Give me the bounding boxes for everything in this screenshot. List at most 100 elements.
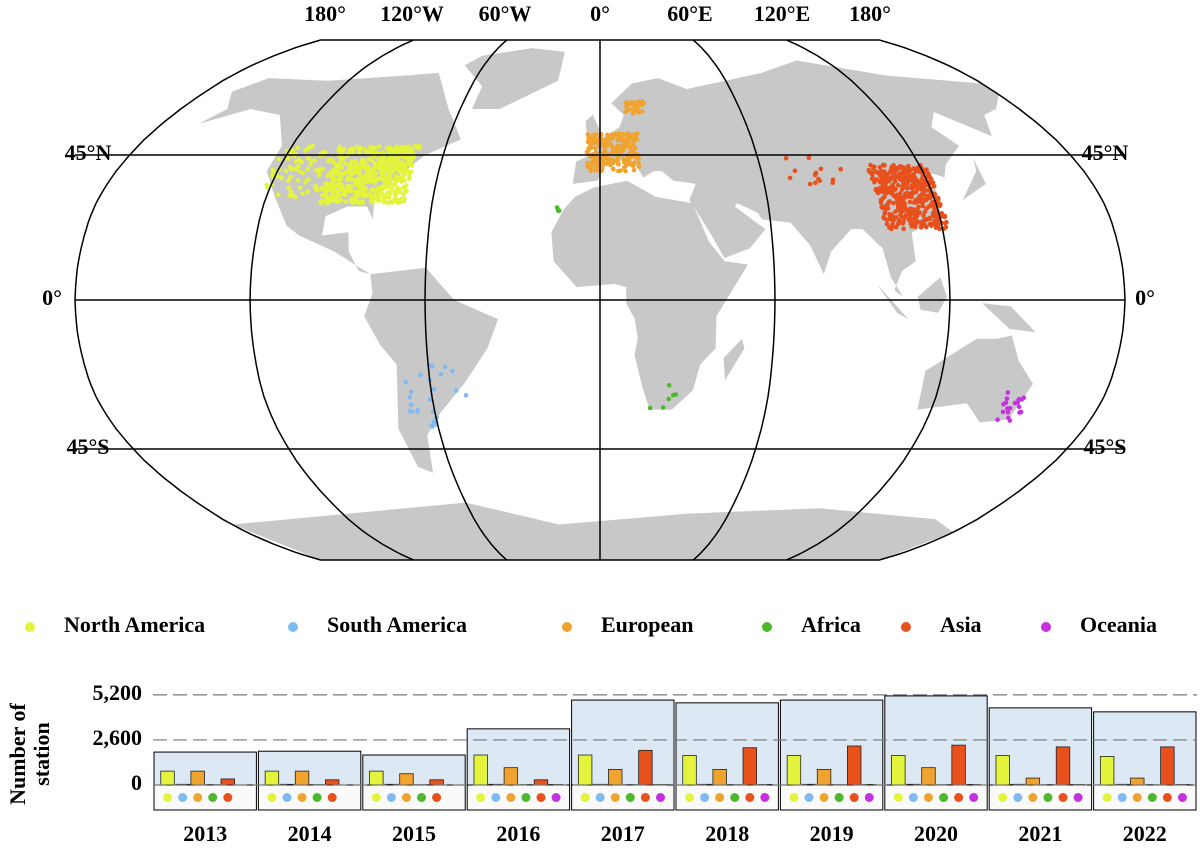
station-dot — [876, 189, 881, 194]
station-dot — [930, 199, 935, 205]
station-dot — [360, 200, 366, 205]
station-dot — [357, 150, 363, 155]
station-dot — [366, 170, 372, 176]
station-dot — [934, 220, 940, 226]
legend-dot — [1041, 622, 1051, 632]
station-dot — [283, 168, 289, 174]
region-bar — [577, 754, 593, 786]
station-dot — [910, 179, 915, 184]
station-dot — [393, 180, 398, 186]
station-dot — [918, 225, 924, 230]
station-dot — [889, 169, 895, 174]
station-dot — [287, 164, 293, 170]
region-bar — [473, 754, 488, 786]
station-dot — [660, 405, 666, 410]
region-dot — [193, 793, 203, 802]
station-dot — [586, 164, 591, 170]
legend-dot — [562, 622, 572, 632]
station-dot — [306, 146, 311, 151]
station-dot — [316, 172, 322, 178]
station-dot — [335, 190, 340, 195]
station-dot — [615, 157, 621, 163]
station-dot — [338, 198, 344, 203]
x-tick-label: 2022 — [1123, 821, 1167, 846]
station-dot — [806, 155, 812, 160]
station-dot — [286, 178, 291, 183]
station-dot — [639, 99, 645, 104]
station-dot — [356, 171, 362, 176]
station-dot — [399, 160, 404, 165]
region-bar — [369, 770, 384, 786]
station-dot — [330, 180, 335, 185]
station-dot — [921, 189, 926, 195]
station-dot — [630, 137, 636, 143]
station-dot — [392, 193, 398, 198]
station-dot — [330, 191, 335, 196]
region-dot — [700, 793, 710, 802]
station-dot — [620, 131, 626, 137]
station-dot — [914, 183, 919, 188]
station-dot — [787, 175, 793, 181]
station-dot — [922, 197, 927, 202]
station-dot — [611, 149, 617, 154]
station-dot — [296, 168, 302, 174]
region-dot — [760, 793, 770, 802]
station-dot — [279, 175, 285, 181]
region-dot — [1177, 793, 1187, 802]
station-dot — [306, 177, 311, 182]
station-dot — [319, 198, 324, 204]
station-dot — [624, 104, 629, 109]
station-dot — [921, 178, 927, 183]
station-dot — [370, 187, 375, 192]
station-dot — [838, 166, 843, 172]
station-dot — [604, 161, 610, 166]
station-dot — [609, 136, 614, 141]
station-dot — [406, 158, 411, 164]
region-bar — [742, 747, 757, 786]
station-dot — [902, 194, 907, 199]
station-dot — [942, 213, 948, 219]
station-dot — [900, 208, 906, 214]
region-dot — [819, 793, 829, 802]
station-dot — [891, 185, 896, 191]
station-dot — [902, 215, 908, 220]
station-dot — [329, 175, 335, 180]
station-dot — [599, 161, 605, 167]
station-dot — [412, 143, 418, 149]
region-bar — [429, 779, 444, 786]
station-dot — [927, 215, 932, 221]
station-dot — [914, 207, 920, 212]
station-dot — [600, 156, 606, 162]
station-dot — [896, 182, 901, 188]
station-dot — [349, 184, 354, 189]
region-bar — [638, 749, 653, 786]
station-dot — [341, 191, 346, 196]
x-tick-label: 2019 — [810, 821, 854, 846]
station-dot — [673, 392, 679, 397]
station-dot — [295, 145, 301, 151]
station-dot — [584, 150, 590, 155]
station-dot — [403, 145, 409, 151]
station-dot — [1005, 390, 1011, 395]
station-dot — [625, 155, 631, 160]
station-dot — [365, 178, 370, 184]
legend-label: European — [601, 612, 694, 637]
station-dot — [627, 159, 632, 165]
lat-label: 0° — [1135, 285, 1155, 310]
station-dot — [884, 202, 890, 208]
station-dot — [906, 163, 911, 169]
station-dot — [616, 162, 621, 167]
station-dot — [354, 177, 359, 182]
station-dot — [398, 165, 403, 170]
station-dot — [337, 177, 343, 183]
station-dot — [585, 160, 590, 166]
station-dot — [407, 173, 412, 178]
station-dot — [399, 179, 404, 184]
station-dot — [402, 172, 407, 177]
region-dot — [745, 793, 755, 802]
region-bar — [533, 779, 549, 786]
region-bar — [399, 773, 414, 786]
lat-label: 45°N — [65, 140, 112, 165]
station-dot — [887, 225, 892, 230]
